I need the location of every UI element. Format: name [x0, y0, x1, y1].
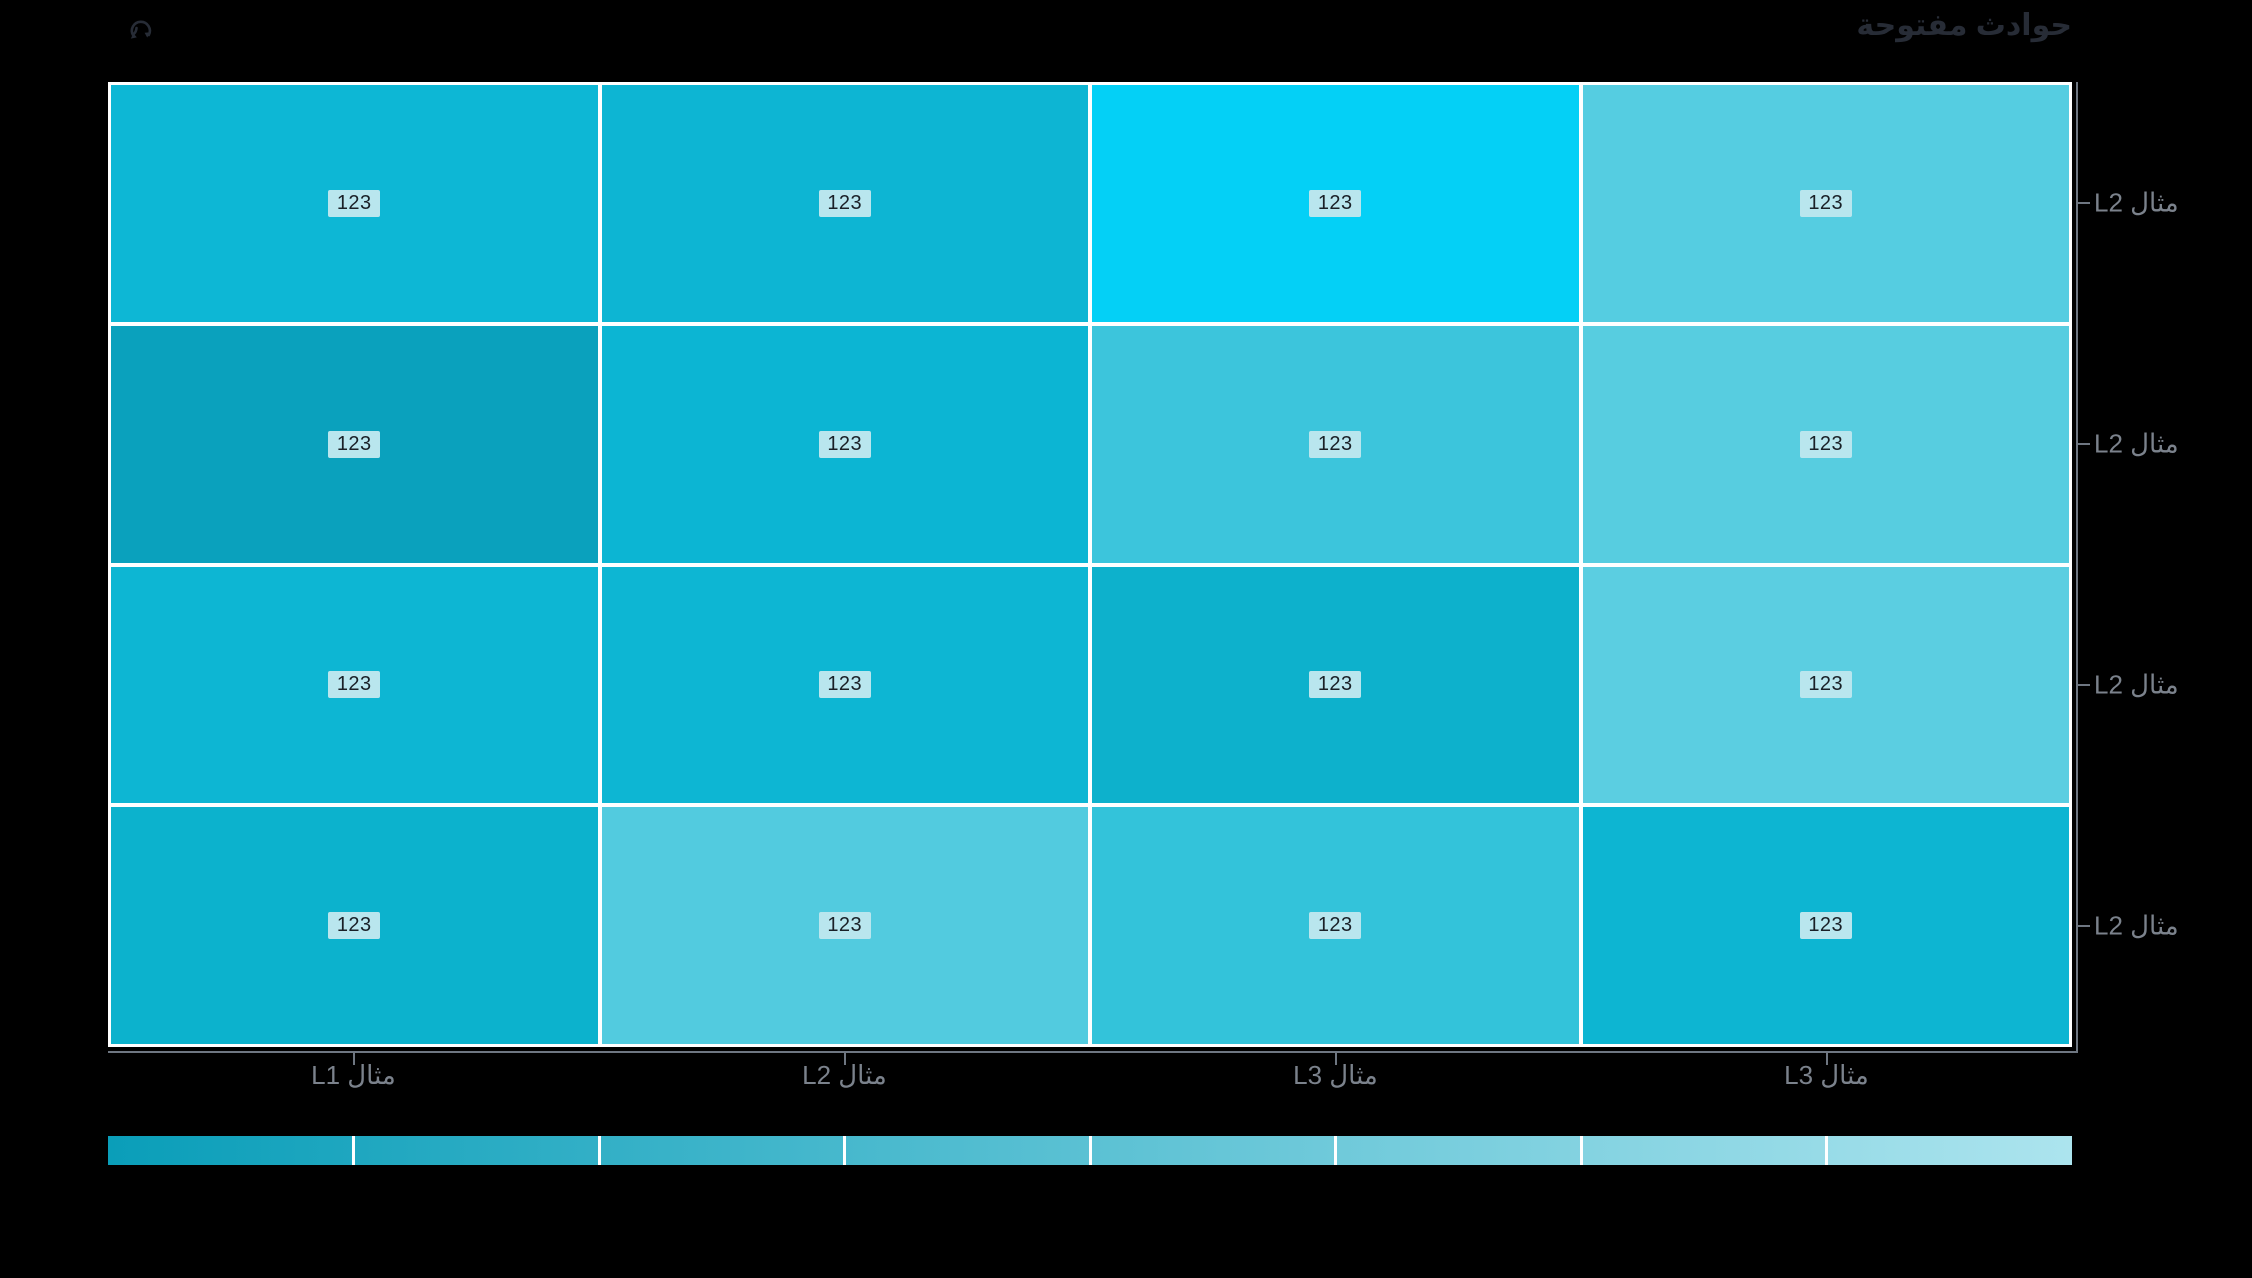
heatmap-cell[interactable]: 123 [1582, 807, 2069, 1044]
heatmap-cell[interactable]: 123 [1092, 85, 1579, 322]
legend-segment-divider [597, 1136, 601, 1165]
cell-value-label: 123 [818, 430, 871, 458]
cell-value-label: 123 [328, 671, 381, 699]
legend-segment-divider [1088, 1136, 1092, 1165]
color-scale-legend [108, 1136, 2072, 1165]
cell-value-label: 123 [1309, 671, 1362, 699]
y-axis-tick [2078, 684, 2090, 687]
cell-value-label: 123 [1799, 189, 1852, 217]
heatmap-cell[interactable]: 123 [1582, 325, 2069, 563]
cell-value-label: 123 [818, 671, 871, 699]
heatmap-cell[interactable]: 123 [111, 325, 598, 563]
cell-value-label: 123 [328, 189, 381, 217]
cell-value-label: 123 [328, 430, 381, 458]
cell-value-label: 123 [1309, 430, 1362, 458]
x-axis-label: مثال L3 [1293, 1060, 1378, 1090]
heatmap-grid: 123 123 123 123 123 123 123 123 123 123 123 123 123 1… [108, 82, 2072, 1047]
cell-value-label: 123 [818, 189, 871, 217]
y-axis-tick [2078, 442, 2090, 445]
x-axis-label: مثال L3 [1784, 1060, 1869, 1090]
x-axis-tick [352, 1053, 355, 1065]
x-axis-label: مثال L1 [311, 1060, 396, 1090]
heatmap-cell[interactable]: 123 [601, 807, 1088, 1044]
y-axis-tick [2078, 201, 2090, 204]
x-axis-tick [1334, 1053, 1337, 1065]
heatmap-cell[interactable]: 123 [111, 85, 598, 322]
y-axis-tick [2078, 925, 2090, 928]
y-axis-label: مثال L2 [2094, 428, 2179, 459]
legend-segment-divider [352, 1136, 355, 1165]
cell-value-label: 123 [328, 912, 381, 940]
heatmap-cell[interactable]: 123 [1582, 85, 2069, 322]
refresh-icon[interactable] [126, 16, 156, 46]
cell-value-label: 123 [1799, 912, 1852, 940]
heatmap-cell[interactable]: 123 [601, 85, 1088, 322]
heatmap-cell[interactable]: 123 [1092, 566, 1579, 804]
heatmap-cell[interactable]: 123 [601, 325, 1088, 563]
x-axis-label: مثال L2 [802, 1060, 887, 1090]
heatmap-cell[interactable]: 123 [1092, 325, 1579, 563]
cell-value-label: 123 [1309, 912, 1362, 940]
legend-segment-divider [1579, 1136, 1583, 1165]
y-axis-label: مثال L2 [2094, 669, 2179, 700]
cell-value-label: 123 [1799, 430, 1852, 458]
x-axis-tick [843, 1053, 846, 1065]
y-axis-line [2076, 82, 2078, 1053]
cell-value-label: 123 [1309, 189, 1362, 217]
legend-segment-divider [1334, 1136, 1337, 1165]
legend-segment-divider [1825, 1136, 1828, 1165]
heatmap-cell[interactable]: 123 [111, 807, 598, 1044]
cell-value-label: 123 [1799, 671, 1852, 699]
heatmap-cell[interactable]: 123 [1092, 807, 1579, 1044]
heatmap-cell[interactable]: 123 [601, 566, 1088, 804]
cell-value-label: 123 [818, 912, 871, 940]
x-axis-line [108, 1051, 2076, 1053]
legend-segment-divider [843, 1136, 846, 1165]
heatmap-cell[interactable]: 123 [111, 566, 598, 804]
x-axis-tick [1825, 1053, 1828, 1065]
y-axis-label: مثال L2 [2094, 910, 2179, 941]
y-axis-label: مثال L2 [2094, 187, 2179, 218]
heatmap-cell[interactable]: 123 [1582, 566, 2069, 804]
panel-title: حوادث مفتوحة [1856, 9, 2072, 42]
